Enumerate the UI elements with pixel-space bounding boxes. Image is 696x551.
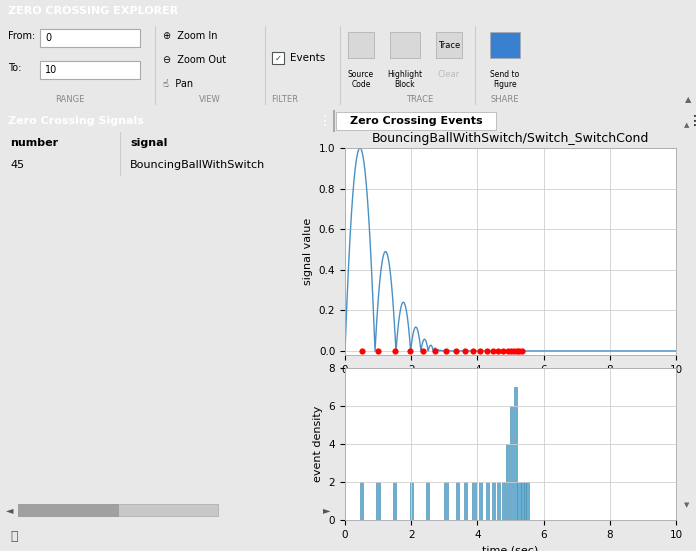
Text: 0: 0 xyxy=(45,33,51,43)
Text: Highlight
Block: Highlight Block xyxy=(388,70,422,89)
Text: ⋮: ⋮ xyxy=(688,114,696,128)
Point xyxy=(502,347,513,355)
Point xyxy=(506,347,517,355)
Bar xyxy=(510,406,513,520)
Text: Trace: Trace xyxy=(438,41,460,50)
Bar xyxy=(18,504,218,516)
Bar xyxy=(486,482,489,520)
Text: ⏮: ⏮ xyxy=(10,530,17,543)
Point xyxy=(429,347,441,355)
Bar xyxy=(390,32,420,58)
Bar xyxy=(473,482,476,520)
Point xyxy=(441,347,452,355)
Point xyxy=(498,347,509,355)
Text: Events: Events xyxy=(290,53,325,63)
Text: number: number xyxy=(10,138,58,148)
Bar xyxy=(40,29,140,47)
Text: ▲: ▲ xyxy=(685,95,691,105)
Bar xyxy=(40,61,140,79)
Text: To:: To: xyxy=(8,63,22,73)
Bar xyxy=(514,387,517,520)
Text: From:: From: xyxy=(8,31,35,41)
Text: SHARE: SHARE xyxy=(491,95,519,105)
Bar xyxy=(18,504,118,516)
Y-axis label: event density: event density xyxy=(313,406,323,482)
Bar xyxy=(409,482,413,520)
Bar xyxy=(491,482,495,520)
Bar xyxy=(479,482,482,520)
Text: ✓: ✓ xyxy=(275,53,282,62)
Bar xyxy=(521,482,524,520)
Bar xyxy=(524,482,528,520)
Text: ▼: ▼ xyxy=(683,502,689,507)
Text: ⊕  Zoom In: ⊕ Zoom In xyxy=(163,31,217,41)
Text: ☝  Pan: ☝ Pan xyxy=(163,79,193,89)
Bar xyxy=(464,482,468,520)
Point xyxy=(389,347,400,355)
Text: Send to
Figure: Send to Figure xyxy=(491,70,520,89)
Text: Source
Code: Source Code xyxy=(348,70,374,89)
Text: 10: 10 xyxy=(45,65,57,75)
Y-axis label: signal value: signal value xyxy=(303,218,313,285)
Text: 45: 45 xyxy=(10,160,24,170)
Bar xyxy=(502,482,505,520)
Point xyxy=(468,347,479,355)
Point xyxy=(459,347,470,355)
Bar xyxy=(272,52,284,64)
Bar xyxy=(490,32,520,58)
Text: BouncingBallWithSwitch: BouncingBallWithSwitch xyxy=(130,160,265,170)
Text: VIEW: VIEW xyxy=(199,95,221,105)
Point xyxy=(514,347,525,355)
Text: Zero Crossing Events: Zero Crossing Events xyxy=(349,116,482,126)
Bar xyxy=(426,482,429,520)
Point xyxy=(512,347,523,355)
Bar xyxy=(436,32,462,58)
Text: signal: signal xyxy=(130,138,167,148)
Bar xyxy=(444,482,448,520)
Bar xyxy=(377,482,380,520)
Point xyxy=(475,347,486,355)
Text: ►: ► xyxy=(323,505,331,515)
Text: TRACE: TRACE xyxy=(406,95,434,105)
Text: ⊖  Zoom Out: ⊖ Zoom Out xyxy=(163,55,226,65)
Bar xyxy=(456,482,459,520)
Bar xyxy=(497,482,500,520)
Bar xyxy=(526,482,530,520)
Bar xyxy=(393,482,396,520)
Point xyxy=(493,347,504,355)
Text: ◄: ◄ xyxy=(6,505,13,515)
Point xyxy=(417,347,428,355)
Text: FILTER: FILTER xyxy=(271,95,299,105)
Bar xyxy=(360,482,363,520)
Text: RANGE: RANGE xyxy=(55,95,85,105)
Point xyxy=(482,347,493,355)
Point xyxy=(356,347,367,355)
X-axis label: time (sec): time (sec) xyxy=(482,380,539,390)
Bar xyxy=(348,32,374,58)
Point xyxy=(516,347,528,355)
Bar xyxy=(336,112,496,130)
Text: Zero Crossing Signals: Zero Crossing Signals xyxy=(8,116,144,126)
Text: Clear: Clear xyxy=(438,70,460,79)
Text: ▲: ▲ xyxy=(683,122,689,128)
Point xyxy=(487,347,498,355)
X-axis label: time (sec): time (sec) xyxy=(482,545,539,551)
Point xyxy=(509,347,520,355)
Point xyxy=(372,347,383,355)
Point xyxy=(404,347,415,355)
Text: ⋮: ⋮ xyxy=(318,114,332,128)
Title: BouncingBallWithSwitch/Switch_SwitchCond: BouncingBallWithSwitch/Switch_SwitchCond xyxy=(372,132,649,145)
Text: ZERO CROSSING EXPLORER: ZERO CROSSING EXPLORER xyxy=(8,6,178,16)
Point xyxy=(450,347,461,355)
Bar xyxy=(506,444,509,520)
Bar xyxy=(517,482,521,520)
